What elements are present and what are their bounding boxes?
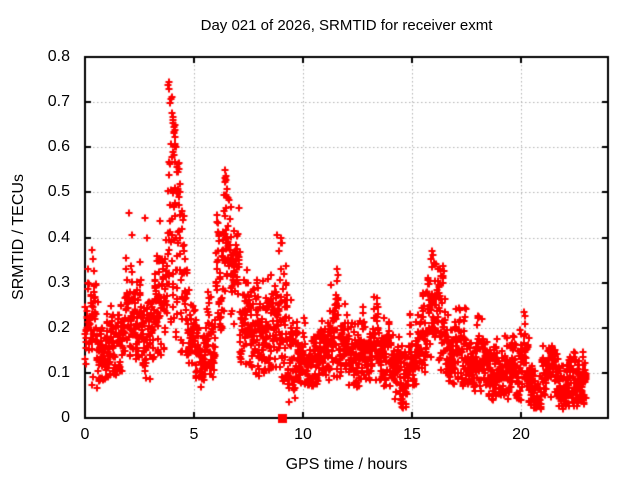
x-axis-label: GPS time / hours	[285, 456, 408, 473]
y-tick-label: 0.5	[47, 183, 70, 200]
y-tick-label: 0.7	[47, 93, 70, 110]
x-tick-label: 5	[189, 426, 199, 443]
y-tick-label: 0	[61, 409, 70, 426]
y-tick-label: 0.1	[47, 364, 70, 381]
chart-title: Day 021 of 2026, SRMTID for receiver exm…	[200, 17, 493, 34]
y-tick-label: 0.2	[47, 319, 70, 336]
y-tick-label: 0.6	[47, 138, 70, 155]
y-tick-label: 0.3	[47, 274, 70, 291]
x-tick-label: 20	[512, 426, 530, 443]
x-tick-label: 10	[294, 426, 312, 443]
x-tick-label: 0	[80, 426, 90, 443]
x-tick-label: 15	[403, 426, 421, 443]
y-tick-label: 0.8	[47, 48, 70, 65]
y-tick-label: 0.4	[47, 229, 70, 246]
